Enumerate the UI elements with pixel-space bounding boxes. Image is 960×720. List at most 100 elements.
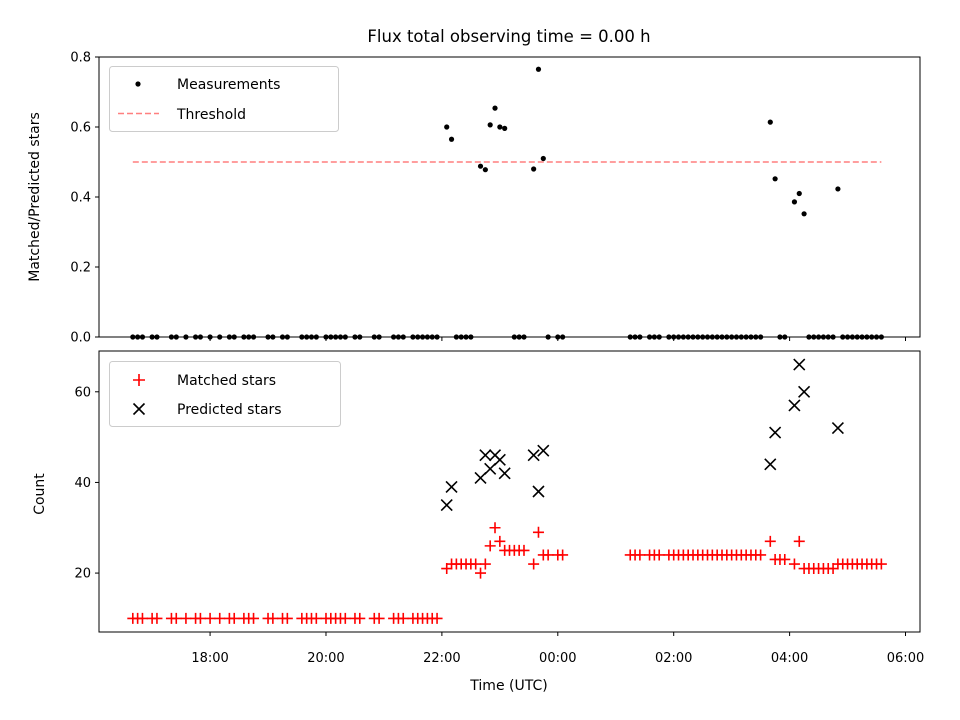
matched-star-point bbox=[788, 558, 800, 570]
bottom-plot-area bbox=[127, 358, 887, 624]
legend-measurements-marker bbox=[135, 81, 141, 87]
top-y-tick-label: 0.8 bbox=[70, 51, 91, 66]
matched-star-point bbox=[397, 612, 409, 624]
measurement-point bbox=[492, 105, 498, 111]
matched-star-point bbox=[170, 612, 182, 624]
measurement-point bbox=[482, 167, 488, 173]
bottom-legend: Matched stars Predicted stars bbox=[109, 361, 341, 427]
measurement-point bbox=[796, 190, 802, 197]
predicted-star-point bbox=[532, 485, 545, 498]
measurement-point bbox=[477, 163, 484, 169]
matched-star-point bbox=[281, 612, 293, 624]
matched-star-point bbox=[431, 612, 443, 624]
x-tick-label: 00:00 bbox=[539, 651, 576, 666]
matched-star-point bbox=[827, 563, 839, 575]
predicted-star-point bbox=[479, 449, 492, 462]
matched-star-point bbox=[793, 535, 805, 547]
x-tick-label: 22:00 bbox=[423, 651, 460, 666]
matched-star-point bbox=[484, 540, 496, 552]
measurement-point bbox=[791, 199, 798, 205]
x-tick-label: 06:00 bbox=[887, 651, 924, 666]
legend-predicted-marker bbox=[132, 402, 146, 416]
bottom-y-tick-label: 20 bbox=[74, 567, 91, 582]
measurement-point bbox=[835, 186, 841, 192]
bottom-x-ticks: 18:00 20:00 22:00 00:00 02:00 04:00 06:00 bbox=[191, 632, 924, 666]
top-legend: Measurements Threshold bbox=[109, 66, 339, 132]
measurement-point bbox=[535, 66, 542, 72]
measurement-point bbox=[531, 166, 537, 172]
predicted-star-point bbox=[498, 467, 511, 480]
measurement-point bbox=[444, 124, 450, 130]
legend-matched-marker bbox=[133, 374, 145, 386]
legend-matched-label: Matched stars bbox=[177, 373, 276, 389]
measurement-point bbox=[540, 155, 546, 162]
legend-threshold-label: Threshold bbox=[176, 107, 246, 123]
x-tick-label: 18:00 bbox=[191, 651, 228, 666]
matched-star-point bbox=[151, 612, 163, 624]
measurement-point bbox=[448, 136, 455, 142]
predicted-star-point bbox=[537, 444, 550, 457]
predicted-star-point bbox=[769, 426, 782, 439]
predicted-star-point bbox=[527, 449, 540, 462]
matched-star-point bbox=[441, 563, 453, 575]
measurement-point bbox=[801, 211, 807, 217]
top-y-tick-label: 0.2 bbox=[70, 261, 91, 276]
matched-star-point bbox=[214, 612, 226, 624]
matched-star-point bbox=[542, 549, 554, 561]
measurement-point bbox=[487, 122, 493, 128]
measurement-point bbox=[497, 124, 503, 130]
predicted-star-point bbox=[484, 462, 497, 475]
predicted-star-point bbox=[440, 499, 453, 512]
x-tick-label: 20:00 bbox=[307, 651, 344, 666]
matched-star-point bbox=[228, 612, 240, 624]
legend-measurements-label: Measurements bbox=[177, 77, 280, 93]
bottom-y-axis-label: Count bbox=[32, 473, 48, 515]
matched-star-point bbox=[373, 612, 385, 624]
bottom-y-ticks: 20 40 60 bbox=[74, 385, 99, 582]
top-y-tick-label: 0.4 bbox=[70, 191, 91, 206]
measurement-point bbox=[502, 125, 508, 131]
predicted-star-point bbox=[764, 458, 777, 471]
predicted-star-point bbox=[788, 399, 801, 412]
matched-star-point bbox=[475, 567, 487, 579]
predicted-star-point bbox=[493, 453, 506, 466]
matched-star-point bbox=[310, 612, 322, 624]
predicted-star-point bbox=[831, 421, 844, 435]
matched-star-point bbox=[634, 549, 646, 561]
matched-star-point bbox=[339, 612, 351, 624]
matched-star-point bbox=[755, 549, 767, 561]
chart-title: Flux total observing time = 0.00 h bbox=[367, 27, 650, 46]
matched-star-point bbox=[528, 558, 540, 570]
top-y-tick-label: 0.0 bbox=[70, 331, 91, 346]
legend-predicted-label: Predicted stars bbox=[177, 402, 282, 418]
matched-star-point bbox=[532, 526, 544, 538]
matched-star-point bbox=[136, 612, 148, 624]
x-tick-label: 04:00 bbox=[771, 651, 808, 666]
bottom-axes-frame bbox=[98, 350, 921, 633]
matched-star-point bbox=[267, 612, 279, 624]
top-y-tick-label: 0.6 bbox=[70, 121, 91, 136]
matched-star-point bbox=[180, 612, 192, 624]
measurement-point bbox=[772, 176, 778, 182]
matched-star-point bbox=[479, 558, 491, 570]
matched-star-point bbox=[518, 544, 530, 556]
matched-star-point bbox=[354, 612, 366, 624]
predicted-star-point bbox=[445, 480, 458, 494]
top-x-ticks bbox=[209, 337, 907, 341]
x-tick-label: 02:00 bbox=[655, 651, 692, 666]
top-plot-area bbox=[130, 66, 884, 340]
matched-star-point bbox=[557, 549, 569, 561]
top-y-axis-label: Matched/Predicted stars bbox=[27, 112, 43, 282]
bottom-y-tick-label: 40 bbox=[74, 476, 91, 491]
x-axis-label: Time (UTC) bbox=[469, 678, 547, 694]
measurement-point bbox=[767, 119, 773, 125]
bottom-legend-box bbox=[109, 361, 341, 427]
top-y-ticks: 0.0 0.2 0.4 0.6 0.8 bbox=[70, 51, 99, 346]
matched-star-point bbox=[194, 612, 206, 624]
matched-star-point bbox=[875, 558, 887, 570]
matched-star-point bbox=[489, 522, 501, 534]
matched-star-point bbox=[494, 535, 506, 547]
matched-star-point bbox=[653, 549, 665, 561]
predicted-star-point bbox=[474, 471, 487, 484]
